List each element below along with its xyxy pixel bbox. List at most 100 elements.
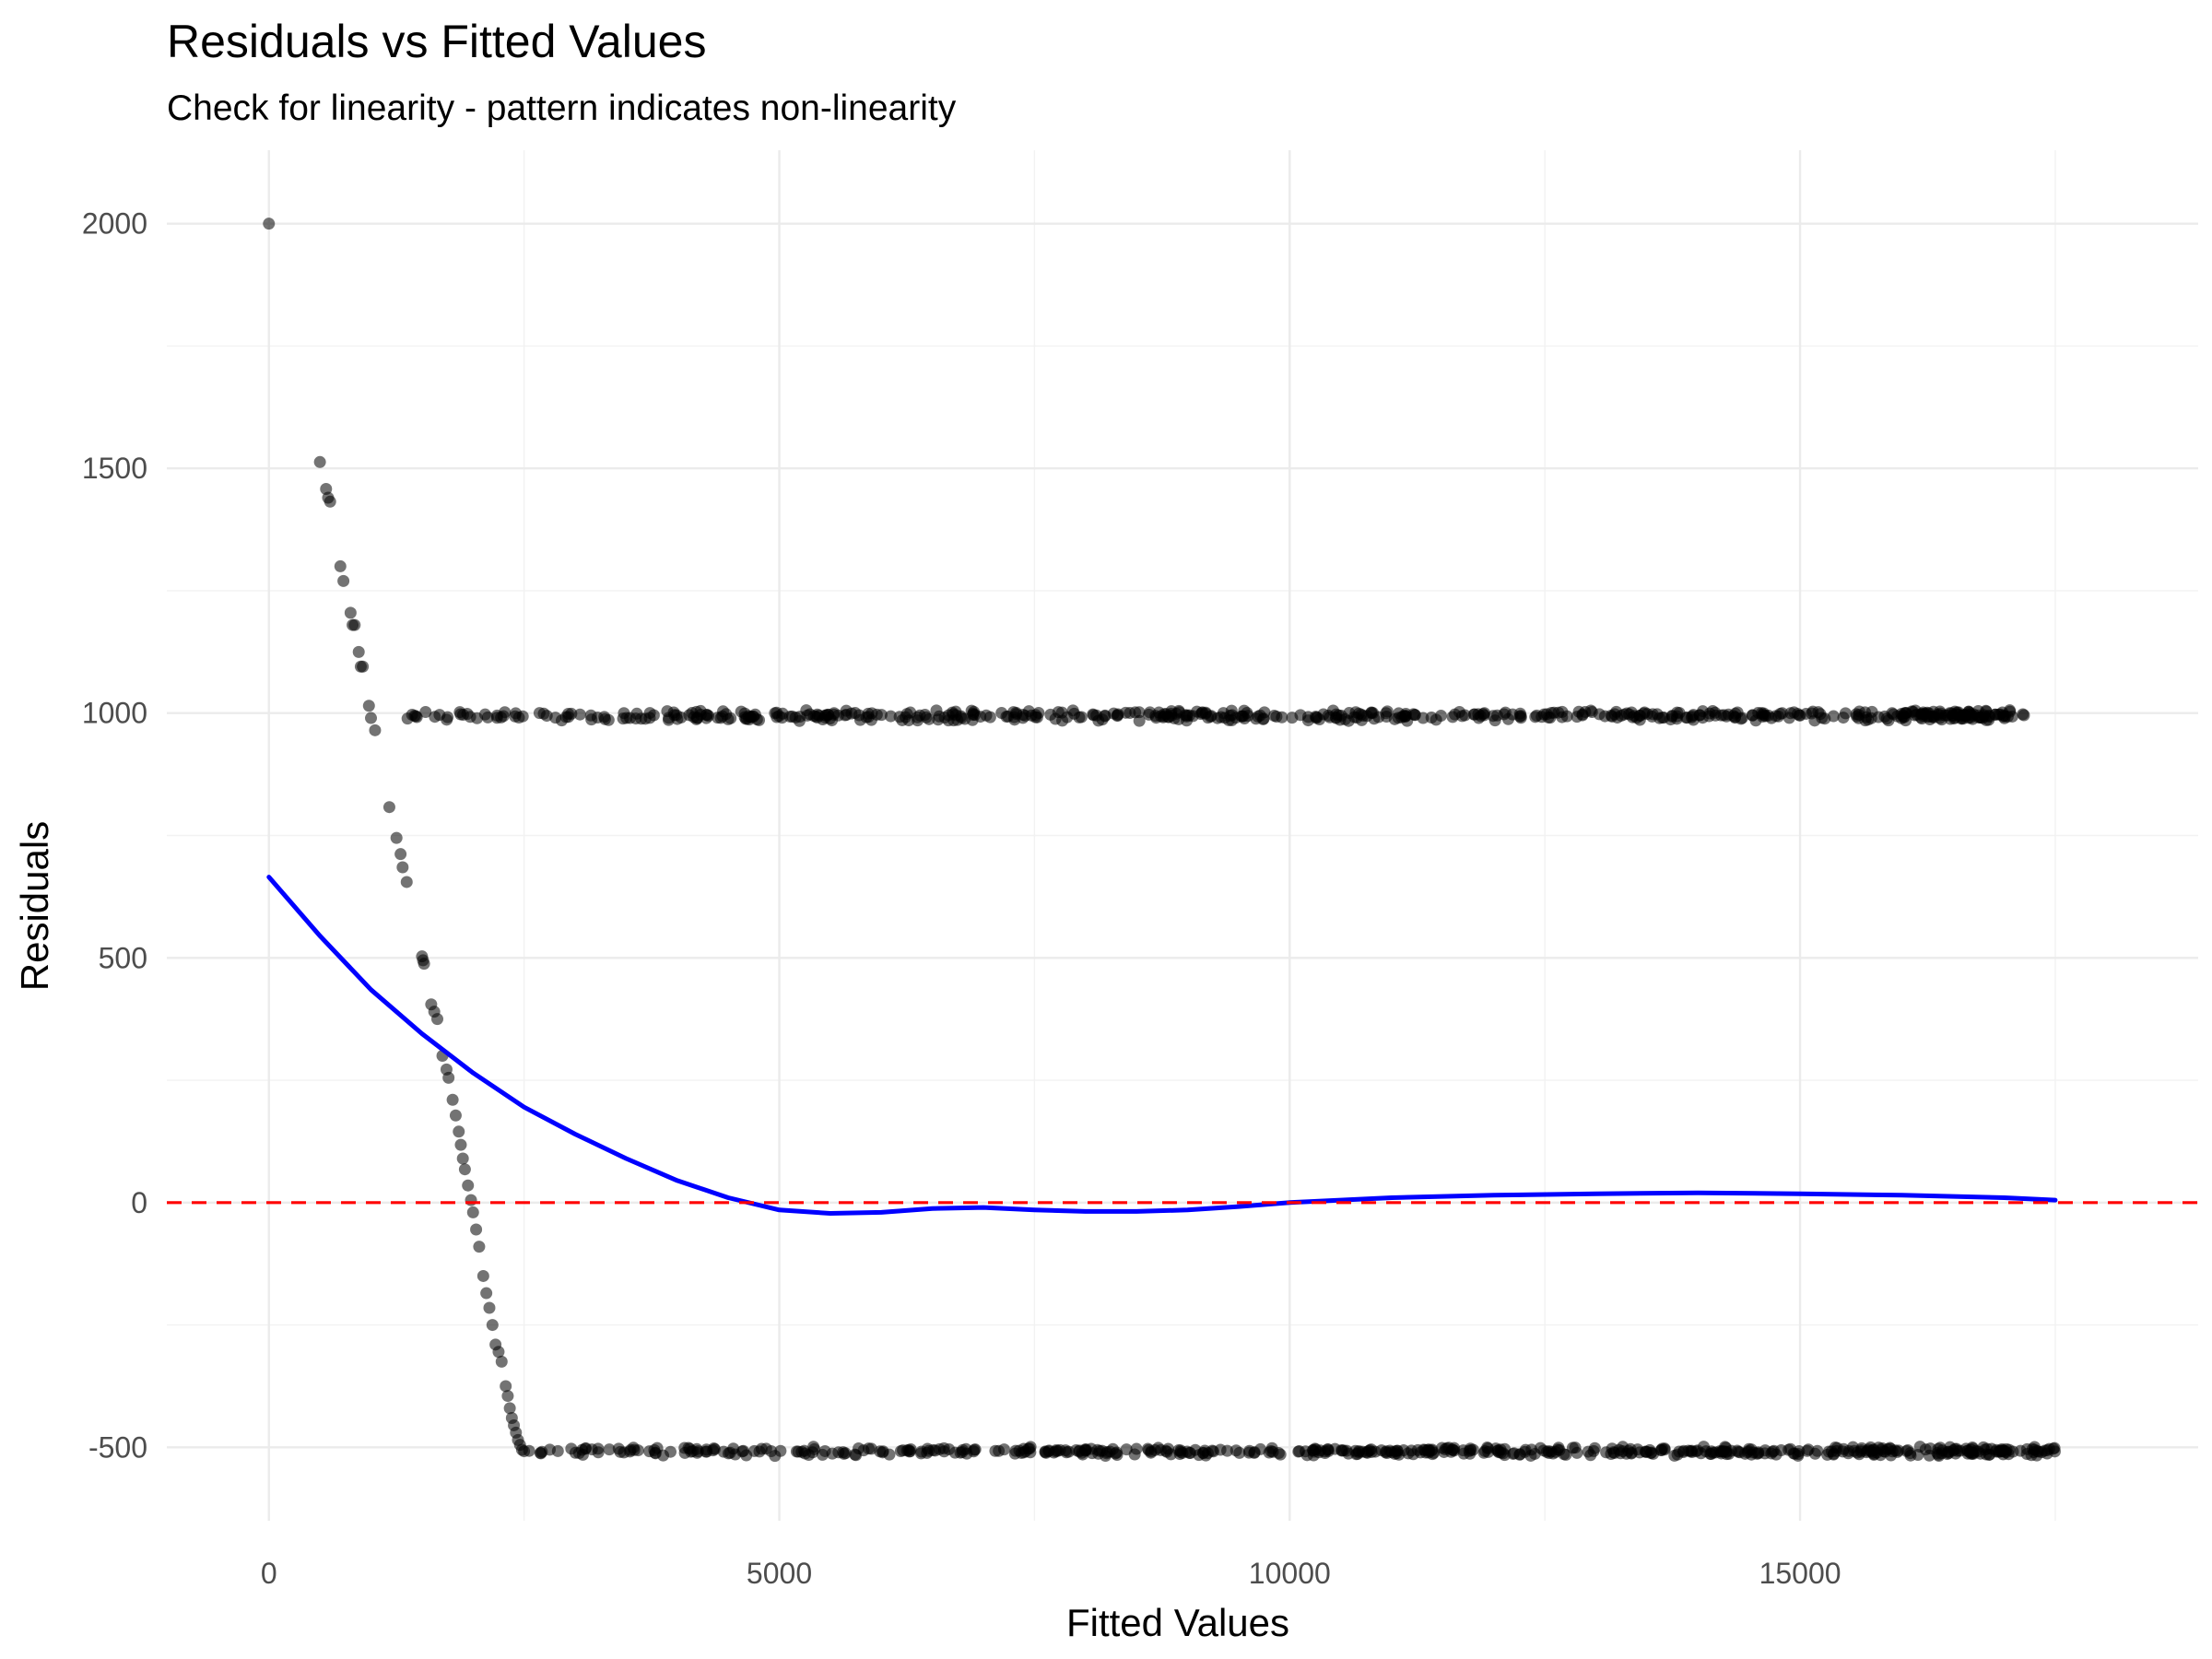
data-point <box>495 711 508 724</box>
data-point <box>1477 1446 1490 1459</box>
data-point <box>618 707 630 720</box>
data-point <box>396 861 409 874</box>
data-point <box>1846 1441 1859 1453</box>
data-point <box>1380 707 1393 720</box>
data-point <box>352 645 365 658</box>
y-tick-label: 1500 <box>82 452 147 485</box>
data-point <box>456 1152 469 1165</box>
data-point <box>1199 707 1212 720</box>
data-point <box>1299 1445 1312 1458</box>
data-point <box>1705 1445 1718 1458</box>
data-point <box>1941 709 1954 722</box>
data-point <box>495 1355 508 1368</box>
data-point <box>1112 708 1124 721</box>
data-point <box>500 1380 512 1393</box>
data-point <box>492 1346 505 1359</box>
data-point <box>912 714 924 727</box>
data-point <box>510 707 523 720</box>
data-point <box>1598 710 1611 723</box>
data-point <box>324 495 336 508</box>
data-point <box>2018 709 2030 722</box>
data-point <box>453 1125 465 1138</box>
data-point <box>1218 712 1231 724</box>
data-point <box>1755 707 1768 720</box>
data-point <box>400 876 413 888</box>
smooth-trend-line <box>266 875 2058 1216</box>
data-point <box>1932 1442 1945 1455</box>
y-tick-label: 2000 <box>82 207 147 241</box>
data-point <box>1010 708 1023 721</box>
data-point <box>771 711 783 724</box>
data-point <box>1042 1444 1055 1457</box>
data-point <box>1388 712 1401 725</box>
data-point <box>409 710 422 723</box>
data-point <box>573 708 586 721</box>
data-point <box>1408 709 1421 722</box>
data-point <box>1319 1445 1332 1458</box>
data-point <box>1120 1443 1133 1456</box>
data-point <box>449 1109 462 1122</box>
data-point <box>1267 710 1280 723</box>
data-point <box>1189 1443 1202 1456</box>
data-point <box>486 1319 499 1332</box>
data-point <box>799 1447 812 1460</box>
data-point <box>584 709 597 722</box>
data-point <box>357 660 370 673</box>
data-point <box>2004 705 2017 718</box>
data-point <box>1671 710 1684 723</box>
data-point <box>1633 1446 1646 1459</box>
data-point <box>1766 1445 1779 1458</box>
data-point <box>430 1013 443 1026</box>
data-point <box>382 801 395 814</box>
data-point <box>818 1444 831 1457</box>
data-point <box>1830 1441 1843 1454</box>
data-point <box>1494 1446 1507 1459</box>
data-point <box>717 1445 730 1458</box>
data-point <box>535 1447 547 1460</box>
residual-points <box>263 218 2061 1463</box>
data-point <box>629 712 642 725</box>
data-point <box>808 1442 821 1455</box>
data-point <box>1025 709 1038 722</box>
data-point <box>1806 705 1819 718</box>
data-point <box>1254 1442 1267 1455</box>
data-point <box>1729 711 1742 724</box>
data-point <box>826 714 839 727</box>
data-point <box>540 710 553 723</box>
data-point <box>1948 1442 1961 1455</box>
data-point <box>579 1442 592 1455</box>
data-point <box>915 1445 928 1458</box>
data-point <box>454 708 467 721</box>
data-point <box>1579 705 1592 718</box>
data-point <box>1465 1443 1477 1456</box>
data-point <box>1379 1446 1392 1459</box>
data-point <box>1397 1444 1410 1457</box>
data-point <box>1133 706 1146 719</box>
data-point <box>1784 1442 1797 1455</box>
data-point <box>481 711 494 724</box>
data-point <box>1677 1446 1689 1459</box>
data-point <box>1335 1444 1348 1457</box>
y-tick-label: 500 <box>99 941 147 974</box>
data-point <box>1685 711 1698 724</box>
data-point <box>1414 1446 1427 1459</box>
data-point <box>1556 705 1569 718</box>
x-tick-label: 10000 <box>1249 1557 1331 1590</box>
data-point <box>1996 1448 2009 1461</box>
data-point <box>1746 709 1759 722</box>
tick-labels: 0 5000 10000 15000 -500 0 500 1000 1500 2000 <box>82 207 1841 1590</box>
data-point <box>313 455 326 468</box>
data-point <box>838 1447 851 1460</box>
data-point <box>1172 1444 1185 1457</box>
y-axis-title: Residuals <box>13 821 56 991</box>
data-point <box>1695 1447 1708 1460</box>
data-point <box>603 1443 616 1456</box>
grid <box>167 150 2198 1521</box>
data-point <box>334 559 347 572</box>
data-point <box>877 1445 889 1458</box>
data-point <box>1865 712 1877 724</box>
data-point <box>1891 1445 1904 1458</box>
data-point <box>665 1445 677 1458</box>
data-point <box>1141 1442 1154 1455</box>
data-point <box>690 1442 703 1455</box>
